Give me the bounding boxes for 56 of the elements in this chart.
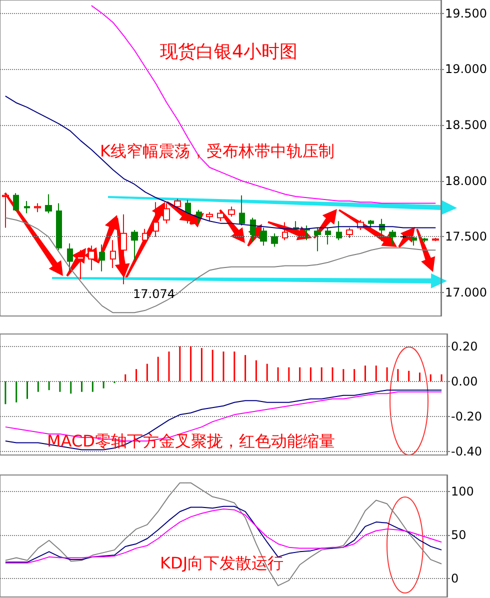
candlestick (250, 217, 256, 242)
candlestick (282, 222, 288, 241)
y-tick-label: -0.20 (451, 409, 482, 424)
candlestick (131, 230, 138, 261)
candlestick (260, 227, 267, 246)
candlestick (77, 250, 84, 280)
y-tick-label: 0.00 (451, 374, 478, 388)
y-tick-label: 17.000 (445, 286, 488, 300)
line-series (90, 5, 436, 204)
candlestick (217, 209, 224, 222)
candlestick (422, 237, 428, 243)
candlestick (13, 192, 19, 212)
y-tick-label: 19.000 (445, 62, 488, 76)
annotation: KDJ向下发散运行 (160, 554, 284, 572)
text: 现货白银4小时图 (160, 42, 298, 62)
y-tick-label: 50 (451, 528, 466, 542)
candlestick (432, 237, 439, 242)
candlestick (34, 202, 41, 213)
y-tick-label: -0.40 (451, 444, 482, 458)
candlestick (142, 228, 148, 243)
candlestick (411, 236, 417, 246)
y-tick-label: 0.20 (451, 339, 478, 354)
y-tick-label: 100 (451, 484, 474, 499)
candlestick (67, 242, 73, 272)
candlestick (389, 230, 396, 246)
annotation: K线窄幅震荡，受布林带中轨压制 (100, 142, 334, 160)
candlestick (2, 192, 9, 228)
candlestick (24, 200, 30, 214)
candlestick (185, 199, 191, 224)
candlestick (336, 220, 342, 241)
candlestick (163, 202, 170, 224)
candlestick (228, 206, 235, 218)
candlestick (45, 194, 52, 214)
y-tick-label: 17.500 (445, 230, 488, 244)
line-series (4, 390, 442, 450)
candlestick (346, 227, 353, 238)
candlestick (400, 235, 407, 238)
candlestick (110, 240, 116, 268)
y-tick-label: 18.000 (445, 174, 488, 188)
annotation: 17.074 (133, 287, 175, 301)
y-tick-label: 0 (451, 572, 459, 586)
candlestick (196, 209, 202, 224)
y-tick-label: 19.500 (445, 6, 488, 20)
candlestick (325, 227, 331, 246)
candlestick (56, 202, 62, 251)
y-tick-label: 18.500 (445, 118, 488, 132)
candlestick (368, 219, 374, 228)
candlestick (120, 214, 127, 285)
candlestick (88, 245, 95, 271)
candlestick (99, 244, 105, 272)
candlestick (153, 202, 159, 238)
candlestick (206, 212, 213, 222)
candlestick (174, 198, 181, 213)
candlestick (239, 194, 245, 226)
candlestick (314, 227, 321, 252)
candlestick (271, 232, 278, 248)
